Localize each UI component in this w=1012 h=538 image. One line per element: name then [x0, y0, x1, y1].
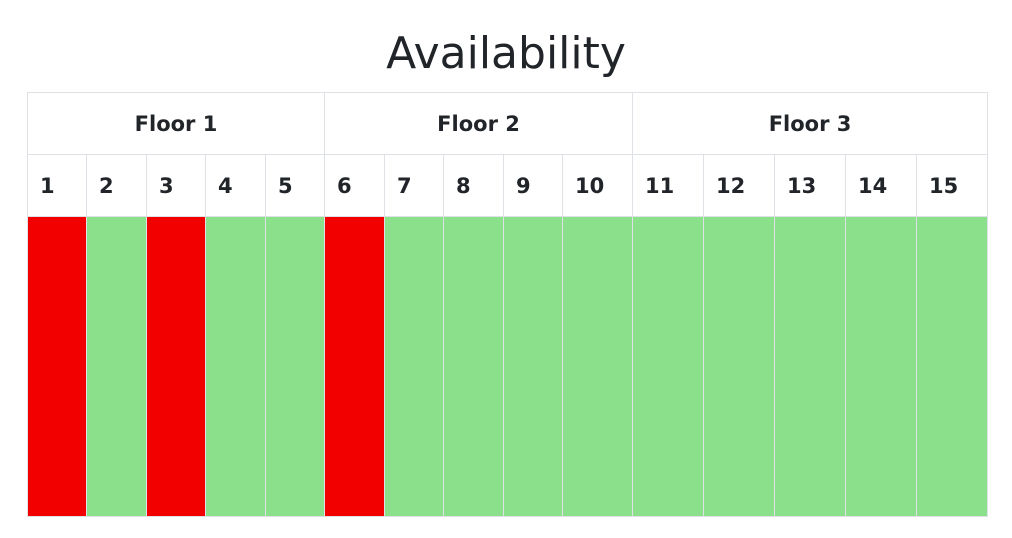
room-header-13: 13: [774, 154, 847, 217]
room-header-row: 1 2 3 4 5 6 7 8 9 10 11 12 13 14 15: [27, 154, 989, 217]
room-status-cell-13: [774, 216, 847, 517]
room-header-2: 2: [86, 154, 147, 217]
room-header-10: 10: [562, 154, 634, 217]
room-status-cell-11: [632, 216, 705, 517]
room-header-14: 14: [845, 154, 918, 217]
page-title: Availability: [386, 28, 626, 79]
room-status-cell-3: [146, 216, 206, 517]
floor-header-1: Floor 1: [26, 92, 326, 155]
room-status-cell-7: [384, 216, 445, 517]
room-header-5: 5: [264, 154, 326, 217]
room-header-1: 1: [27, 154, 87, 217]
room-status-cell-6: [324, 216, 386, 517]
room-status-cell-9: [503, 216, 564, 517]
room-status-cell-2: [86, 216, 147, 517]
room-status-cell-10: [562, 216, 634, 517]
room-header-4: 4: [205, 154, 266, 217]
room-status-cell-8: [443, 216, 505, 517]
room-status-cell-1: [27, 216, 87, 517]
room-header-11: 11: [632, 154, 705, 217]
room-status-cell-15: [916, 216, 989, 517]
floor-header-3: Floor 3: [632, 92, 989, 155]
room-status-cell-14: [845, 216, 918, 517]
room-header-7: 7: [384, 154, 445, 217]
availability-table: Floor 1 Floor 2 Floor 3 1 2 3 4 5 6 7 8 …: [26, 92, 989, 517]
room-header-8: 8: [443, 154, 505, 217]
room-status-cell-4: [205, 216, 266, 517]
room-header-6: 6: [324, 154, 386, 217]
room-status-cell-5: [264, 216, 326, 517]
room-status-cell-12: [703, 216, 776, 517]
floor-header-2: Floor 2: [324, 92, 634, 155]
room-header-9: 9: [503, 154, 564, 217]
room-header-15: 15: [916, 154, 989, 217]
floor-header-row: Floor 1 Floor 2 Floor 3: [26, 92, 989, 155]
room-header-12: 12: [703, 154, 776, 217]
room-header-3: 3: [146, 154, 206, 217]
status-row: [27, 216, 989, 517]
